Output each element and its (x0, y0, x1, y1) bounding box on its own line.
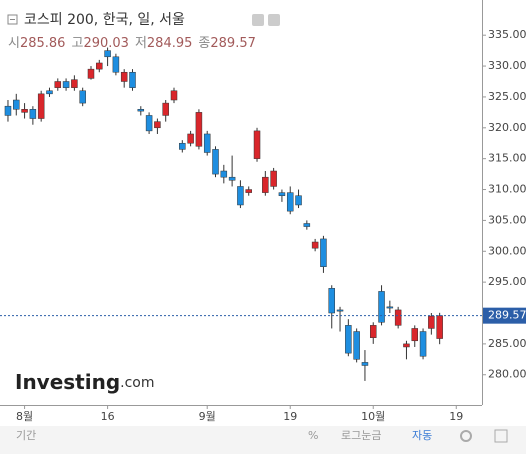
candle-body (353, 331, 360, 360)
candle-body (320, 238, 327, 267)
candle-body (286, 192, 294, 212)
candle-body (170, 90, 178, 101)
ohlc-value: 289.57 (210, 36, 256, 51)
candle-body (137, 109, 145, 112)
candle-body (436, 315, 443, 339)
candle-body (220, 170, 228, 178)
candle-body (378, 291, 385, 323)
candle-body (253, 130, 261, 159)
collapse-icon[interactable] (7, 14, 18, 25)
y-tick-label: 285.00 (488, 337, 526, 350)
candle-body (328, 288, 335, 314)
x-tick-label: 19 (283, 410, 297, 423)
ohlc-label: 고 (71, 36, 83, 51)
candle-body (96, 62, 103, 70)
candle-body (104, 50, 111, 58)
candle-body (311, 241, 319, 249)
candle-body (162, 102, 169, 116)
candle-body (71, 79, 78, 88)
y-tick-label: 315.00 (488, 152, 526, 165)
toolbar (0, 426, 526, 454)
last-price-box (483, 307, 526, 324)
candle-body (21, 109, 28, 113)
candle-body (212, 149, 219, 175)
candle-body (411, 328, 419, 342)
settings-icon[interactable] (460, 430, 472, 442)
candle-body (336, 309, 344, 312)
chart-title: 코스피 200, 한국, 일, 서울 (24, 12, 185, 28)
candle-body (361, 362, 369, 366)
candle-body (187, 133, 194, 144)
ohlc-value: 285.86 (20, 36, 66, 51)
y-tick-label: 335.00 (488, 28, 526, 41)
candle-body (195, 112, 203, 147)
candle-body (270, 170, 277, 187)
y-tick-label: 325.00 (488, 90, 526, 103)
candle-body (79, 90, 86, 104)
candle-body (120, 71, 128, 82)
toolbar-button[interactable]: 기간 (16, 429, 36, 442)
candle-body (419, 331, 427, 357)
y-tick-label: 305.00 (488, 213, 526, 226)
x-tick-label: 9월 (199, 410, 216, 423)
candle-body (278, 192, 286, 196)
logo-main: Investing (15, 370, 120, 394)
candle-body (203, 133, 211, 153)
candle-body (295, 195, 302, 206)
toolbar-button[interactable]: % (308, 429, 318, 442)
candle-body (145, 115, 153, 132)
candle-body (4, 105, 12, 116)
candle-body (112, 56, 120, 73)
y-tick-label: 320.00 (488, 121, 526, 134)
candle-body (62, 81, 70, 88)
candle-body (345, 325, 352, 354)
candle-body (179, 142, 186, 150)
candle-body (54, 81, 62, 88)
toolbar-button[interactable]: 로그눈금 (341, 429, 381, 442)
candle-body (303, 223, 311, 227)
x-tick-label: 19 (449, 410, 463, 423)
candle-body (386, 306, 394, 309)
y-tick-label: 330.00 (488, 59, 526, 72)
candle-body (13, 99, 20, 110)
x-tick-label: 10월 (361, 410, 385, 423)
candle-body (428, 315, 435, 329)
ohlc-label: 종 (198, 36, 210, 51)
candle-body (403, 343, 410, 348)
y-tick-label: 310.00 (488, 183, 526, 196)
candle-body (237, 186, 244, 206)
candle-body (154, 121, 161, 129)
candle-body (394, 309, 402, 326)
candle-body (37, 93, 45, 119)
toolbar-button[interactable]: 자동 (412, 429, 432, 442)
y-tick-label: 300.00 (488, 244, 526, 257)
candle-body (29, 109, 37, 119)
last-price-label: 289.57 (488, 309, 526, 322)
y-tick-label: 295.00 (488, 275, 526, 288)
candle-body (262, 176, 269, 193)
candle-body (46, 90, 53, 95)
logo-suffix: .com (120, 375, 154, 391)
ohlc-label: 시 (8, 36, 20, 51)
x-tick-label: 16 (101, 410, 115, 423)
candle-body (129, 71, 136, 88)
eye-icon[interactable] (252, 14, 264, 26)
settings-icon[interactable] (268, 14, 280, 26)
logo: Investing.com (15, 370, 155, 394)
candle-body (228, 176, 236, 181)
candle-body (87, 68, 95, 79)
fullscreen-icon[interactable] (494, 429, 508, 443)
x-tick-label: 8월 (16, 410, 33, 423)
candle-body (369, 325, 377, 338)
candle-body (245, 189, 252, 193)
ohlc-label: 저 (135, 36, 147, 51)
ohlc-summary: 시285.86 고290.03 저284.95 종289.57 (8, 36, 256, 51)
ohlc-value: 284.95 (147, 36, 193, 51)
ohlc-value: 290.03 (83, 36, 129, 51)
y-tick-label: 280.00 (488, 368, 526, 381)
